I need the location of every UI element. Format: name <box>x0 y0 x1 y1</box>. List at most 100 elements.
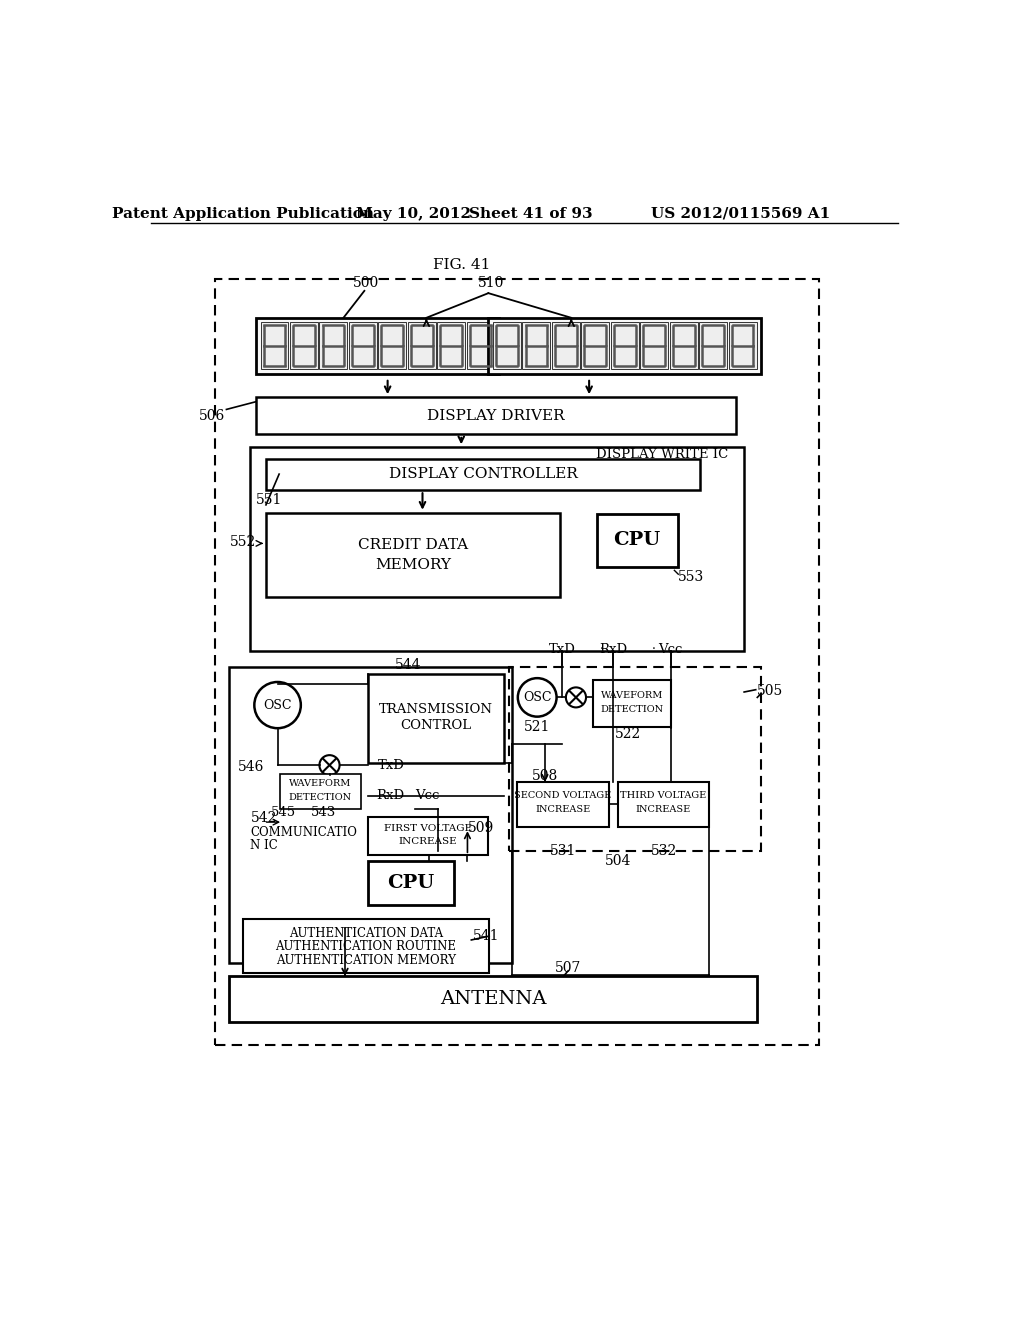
Text: CPU: CPU <box>387 874 434 892</box>
Text: RxD: RxD <box>376 789 404 803</box>
Text: ·: · <box>600 643 603 656</box>
Bar <box>408 322 435 370</box>
Text: 541: 541 <box>473 929 500 942</box>
Text: COMMUNICATIO: COMMUNICATIO <box>251 825 357 838</box>
Text: 521: 521 <box>524 719 550 734</box>
Bar <box>493 322 521 370</box>
Text: Sheet 41 of 93: Sheet 41 of 93 <box>469 207 593 220</box>
Text: Patent Application Publication: Patent Application Publication <box>112 207 374 220</box>
Bar <box>280 775 361 809</box>
Text: 500: 500 <box>353 276 379 290</box>
Bar <box>699 322 727 370</box>
Text: TRANSMISSION: TRANSMISSION <box>379 704 493 717</box>
Text: 544: 544 <box>395 659 422 672</box>
Text: CPU: CPU <box>613 532 660 549</box>
Text: N IC: N IC <box>251 838 279 851</box>
Text: ANTENNA: ANTENNA <box>439 990 546 1008</box>
Circle shape <box>518 678 557 717</box>
Bar <box>552 322 580 370</box>
Bar <box>582 322 609 370</box>
Text: 506: 506 <box>199 409 225 424</box>
Text: 505: 505 <box>758 684 783 698</box>
Text: May 10, 2012: May 10, 2012 <box>355 207 471 220</box>
Text: US 2012/0115569 A1: US 2012/0115569 A1 <box>650 207 829 220</box>
Text: OSC: OSC <box>523 690 552 704</box>
Text: DISPLAY CONTROLLER: DISPLAY CONTROLLER <box>388 467 578 480</box>
Text: WAVEFORM: WAVEFORM <box>289 779 351 788</box>
Text: CREDIT DATA: CREDIT DATA <box>358 539 468 552</box>
Circle shape <box>319 755 340 775</box>
Text: DETECTION: DETECTION <box>600 705 664 714</box>
Bar <box>243 919 489 973</box>
Text: SECOND VOLTAGE: SECOND VOLTAGE <box>514 792 611 800</box>
Text: 532: 532 <box>650 845 677 858</box>
Text: 507: 507 <box>555 961 582 975</box>
Bar <box>228 977 758 1022</box>
Bar <box>369 817 488 855</box>
Text: ·: · <box>652 643 656 656</box>
Text: OSC: OSC <box>263 698 292 711</box>
Bar <box>260 322 289 370</box>
Bar <box>729 322 757 370</box>
Text: INCREASE: INCREASE <box>398 837 458 846</box>
Text: DETECTION: DETECTION <box>289 793 352 803</box>
Bar <box>593 681 671 726</box>
Text: 522: 522 <box>614 727 641 742</box>
Text: 552: 552 <box>229 535 256 549</box>
Text: 531: 531 <box>550 845 575 858</box>
Bar <box>266 459 700 490</box>
Bar <box>369 861 454 906</box>
Text: TxD: TxD <box>549 643 575 656</box>
Bar <box>369 675 504 763</box>
Text: 551: 551 <box>256 492 283 507</box>
Bar <box>617 781 710 826</box>
Text: 546: 546 <box>238 760 264 774</box>
Bar <box>319 322 347 370</box>
Text: 542: 542 <box>251 812 276 825</box>
Text: CONTROL: CONTROL <box>400 718 471 731</box>
Bar <box>378 322 407 370</box>
Text: MEMORY: MEMORY <box>375 558 452 572</box>
Bar <box>509 667 761 851</box>
Text: 543: 543 <box>310 807 336 820</box>
Bar <box>670 322 697 370</box>
Text: INCREASE: INCREASE <box>536 805 591 814</box>
Text: WAVEFORM: WAVEFORM <box>600 692 663 701</box>
Text: 545: 545 <box>270 807 296 820</box>
Bar <box>467 322 495 370</box>
Text: AUTHENTICATION MEMORY: AUTHENTICATION MEMORY <box>275 954 456 968</box>
Bar <box>597 513 678 566</box>
Text: FIG. 41: FIG. 41 <box>432 257 489 272</box>
Text: AUTHENTICATION ROUTINE: AUTHENTICATION ROUTINE <box>275 940 457 953</box>
Text: INCREASE: INCREASE <box>636 805 691 814</box>
Text: 509: 509 <box>467 821 494 836</box>
Bar <box>437 322 465 370</box>
Bar <box>256 397 736 434</box>
Text: AUTHENTICATION DATA: AUTHENTICATION DATA <box>289 927 443 940</box>
Bar <box>611 322 639 370</box>
Bar <box>640 322 669 370</box>
Circle shape <box>254 682 301 729</box>
Bar <box>256 318 500 374</box>
Bar <box>266 512 560 598</box>
Text: THIRD VOLTAGE: THIRD VOLTAGE <box>621 792 707 800</box>
Bar <box>349 322 377 370</box>
Bar <box>522 322 550 370</box>
Bar <box>517 781 608 826</box>
Text: Vcc: Vcc <box>658 643 683 656</box>
Text: 553: 553 <box>678 569 705 583</box>
Text: 508: 508 <box>531 770 558 783</box>
Text: 504: 504 <box>604 854 631 867</box>
Text: TxD: TxD <box>378 759 404 772</box>
Text: DISPLAY WRITE IC: DISPLAY WRITE IC <box>596 449 729 462</box>
Text: 510: 510 <box>477 276 504 290</box>
Bar <box>215 280 819 1045</box>
Bar <box>488 318 761 374</box>
Circle shape <box>566 688 586 708</box>
Text: RxD: RxD <box>599 643 628 656</box>
Text: Vcc: Vcc <box>415 789 439 803</box>
Text: DISPLAY DRIVER: DISPLAY DRIVER <box>427 409 565 422</box>
Bar <box>290 322 317 370</box>
Text: FIRST VOLTAGE: FIRST VOLTAGE <box>384 824 472 833</box>
Bar <box>228 667 512 964</box>
